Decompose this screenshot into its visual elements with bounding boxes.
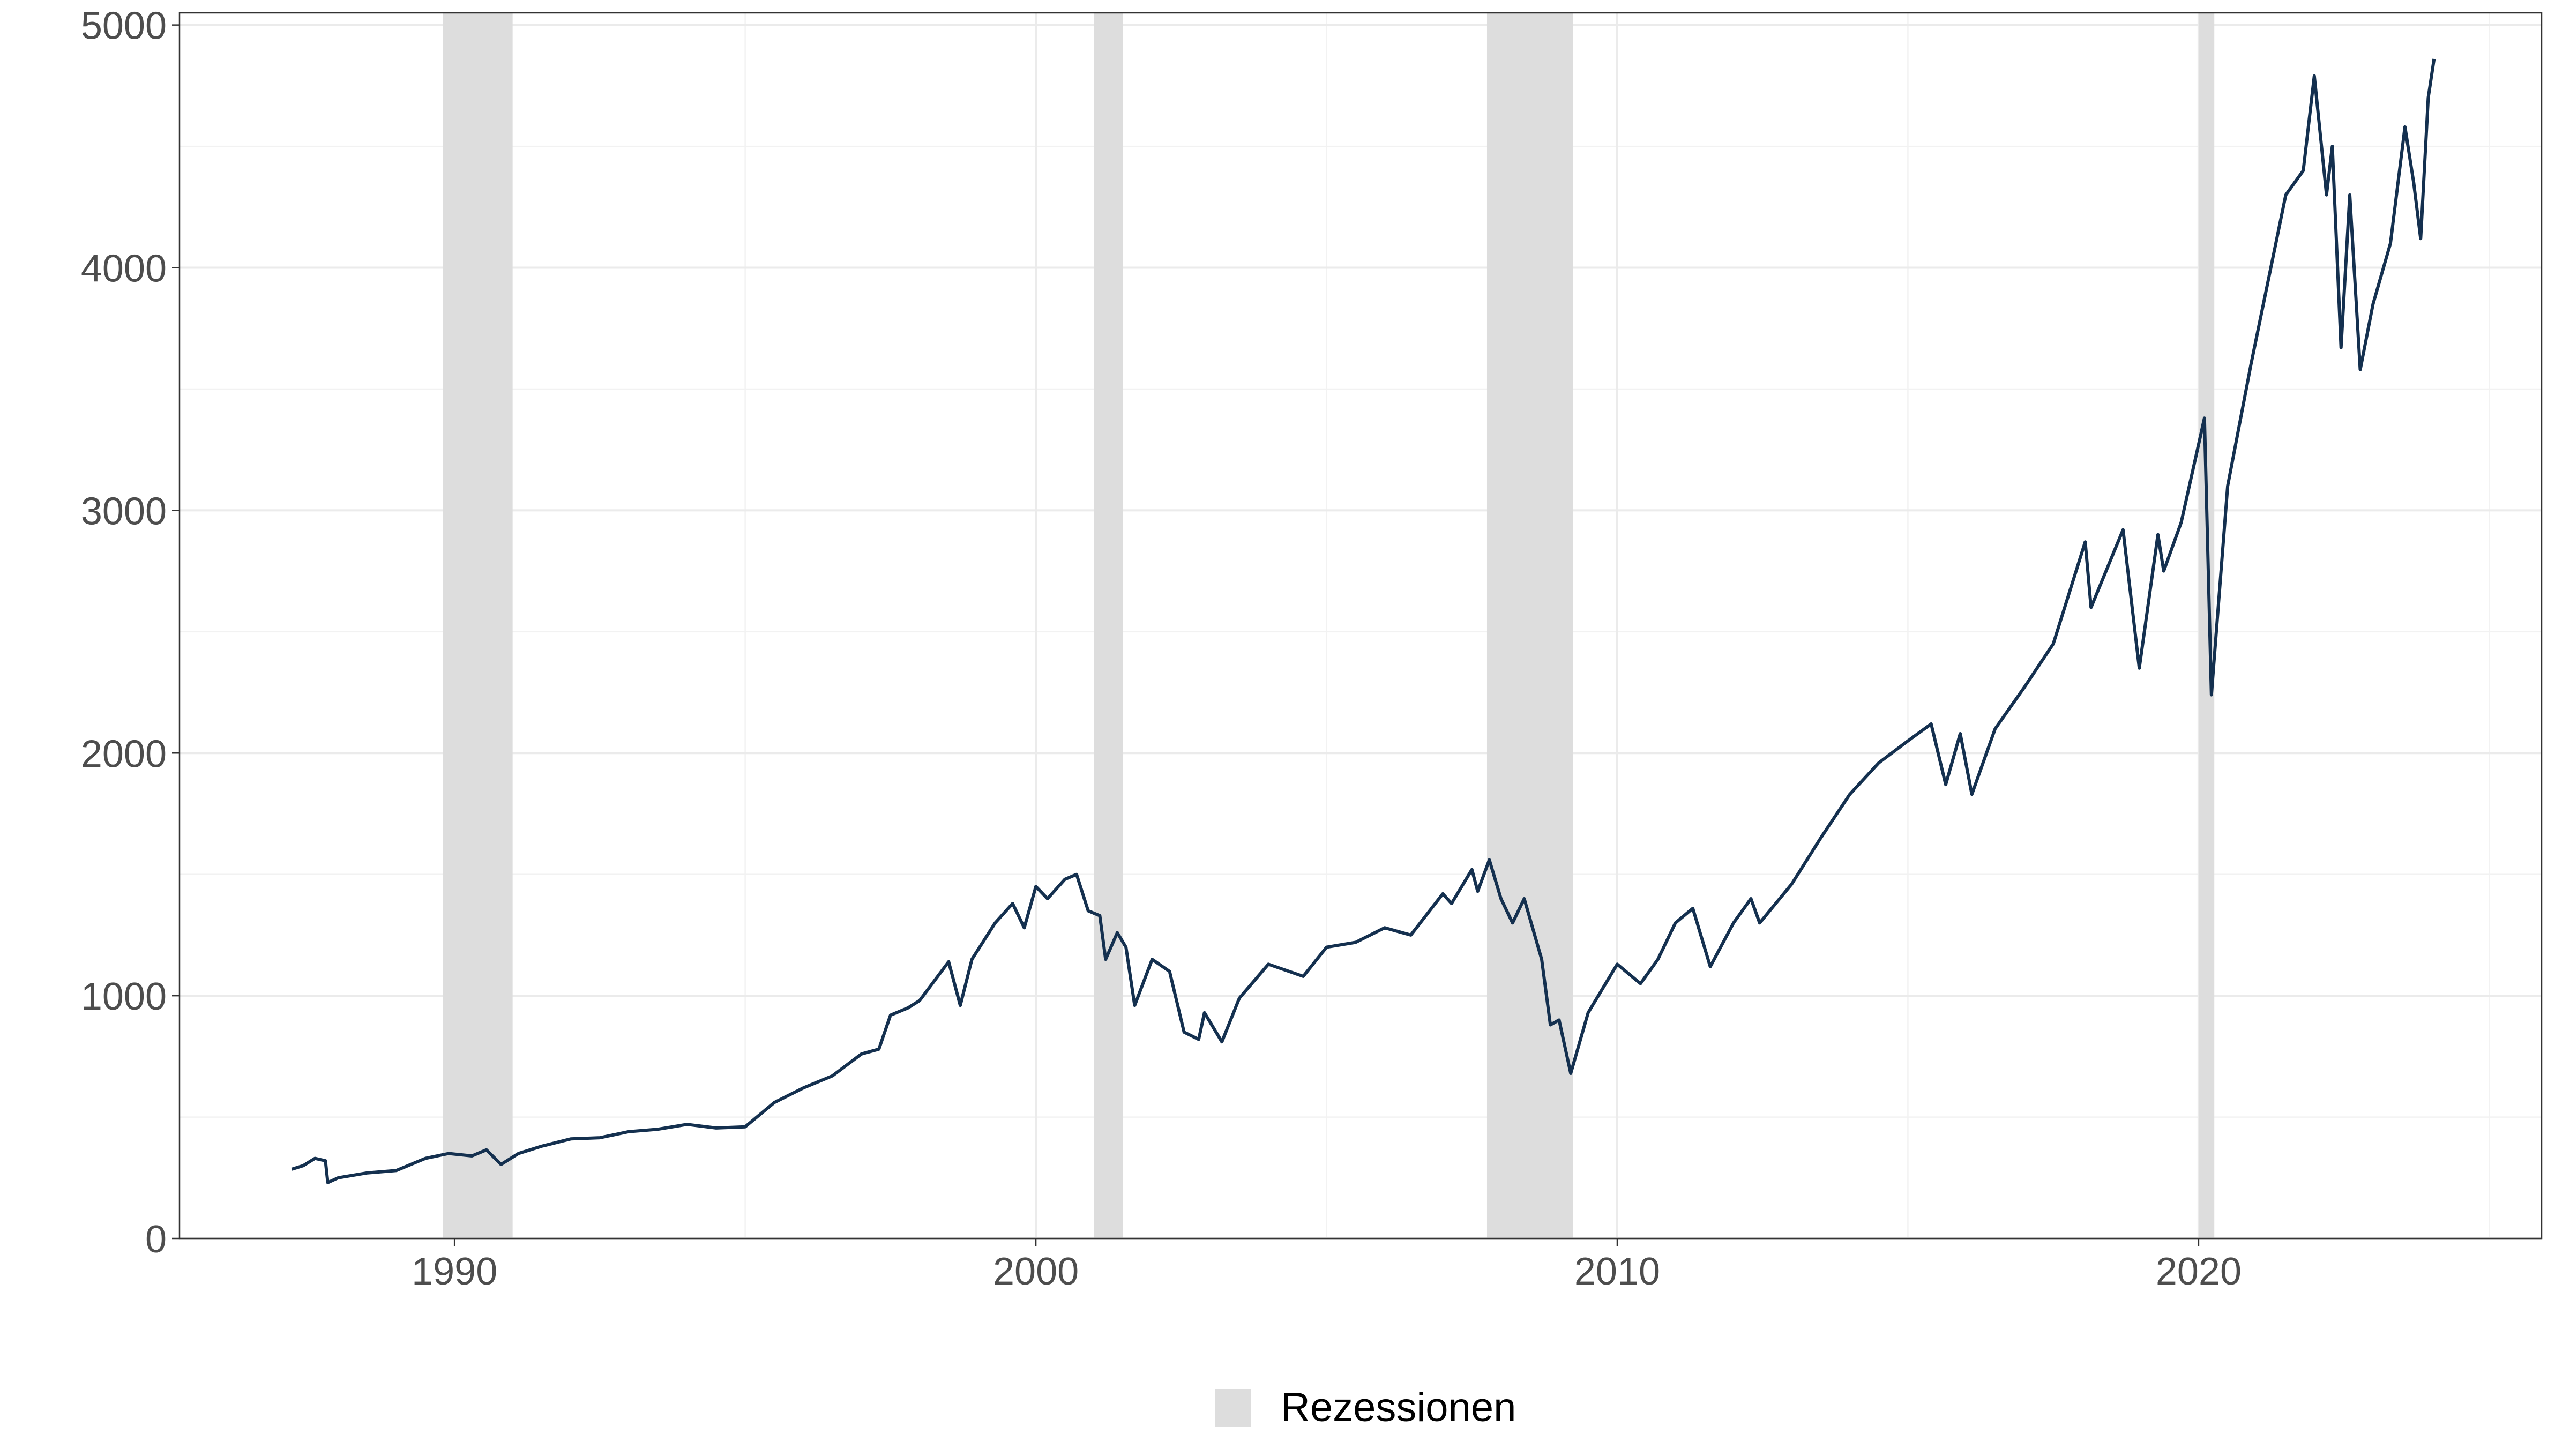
legend-key-recession xyxy=(1215,1389,1251,1427)
x-tick-label: 2000 xyxy=(993,1250,1079,1293)
y-tick-label: 2000 xyxy=(81,733,167,775)
y-axis: 0 1000 2000 3000 4000 5000 xyxy=(81,5,180,1261)
y-tick-label: 3000 xyxy=(81,490,167,533)
x-tick-label: 2020 xyxy=(2156,1250,2242,1293)
series-line xyxy=(291,58,2436,1184)
recession-band xyxy=(2198,13,2215,1238)
x-tick-label: 1990 xyxy=(412,1250,497,1293)
y-tick-label: 0 xyxy=(145,1218,167,1261)
recession-band xyxy=(443,13,513,1238)
y-tick-label: 1000 xyxy=(81,975,167,1018)
x-axis: 1990 2000 2010 2020 xyxy=(412,1238,2242,1293)
x-tick-label: 2010 xyxy=(1574,1250,1660,1293)
recession-band xyxy=(1486,13,1573,1238)
minor-grid xyxy=(180,13,2542,1238)
legend: Rezessionen xyxy=(1215,1385,1516,1430)
recession-band xyxy=(1094,13,1123,1238)
panel-border xyxy=(178,12,2543,1240)
recession-bands xyxy=(443,13,2215,1238)
legend-label: Rezessionen xyxy=(1281,1385,1516,1430)
y-tick-label: 5000 xyxy=(81,5,167,48)
y-tick-label: 4000 xyxy=(81,248,167,290)
